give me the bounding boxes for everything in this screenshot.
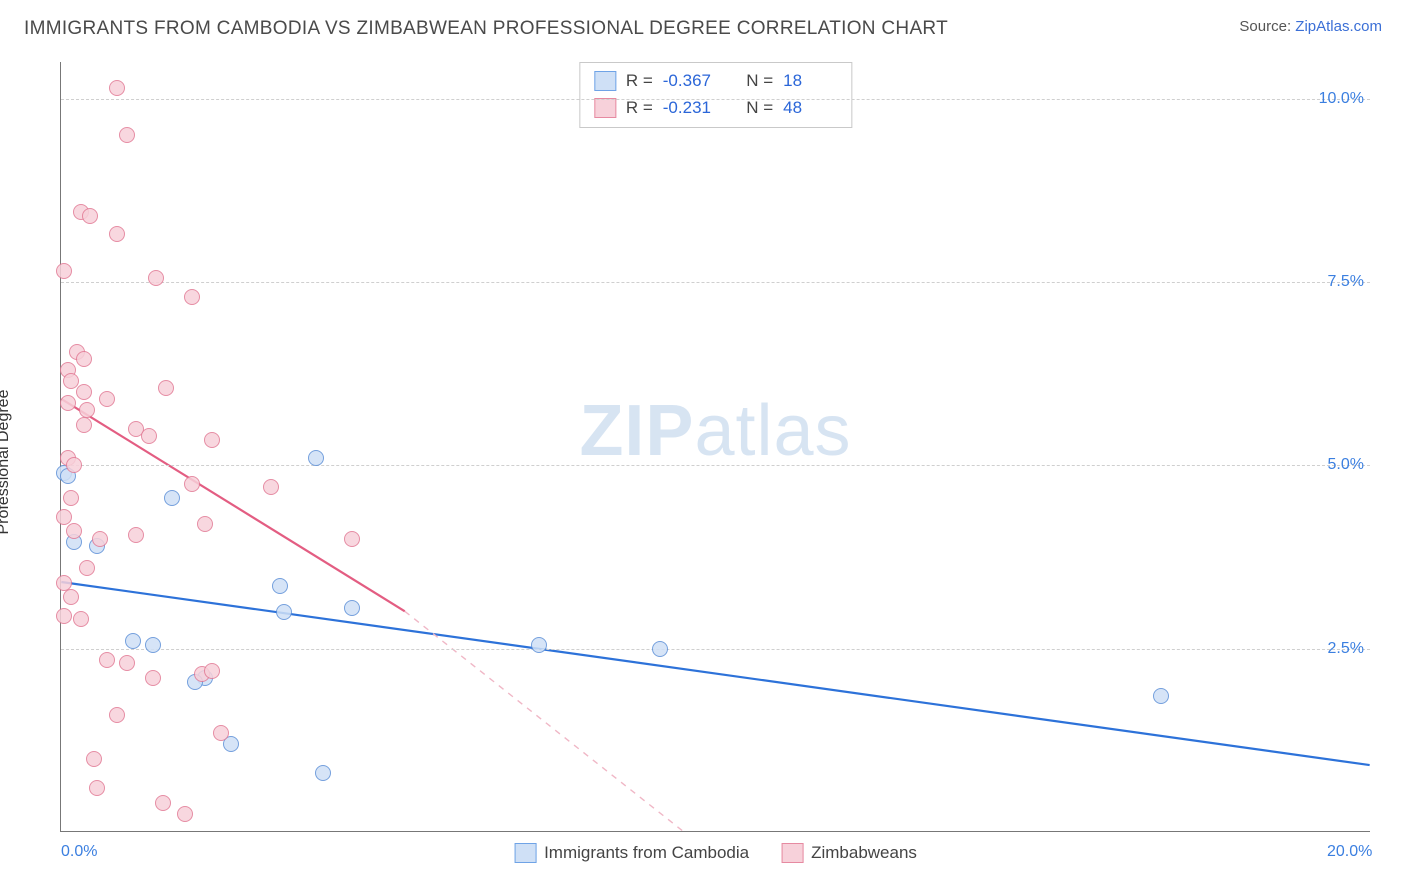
y-axis-label: Professional Degree bbox=[0, 390, 13, 535]
source-attribution: Source: ZipAtlas.com bbox=[1239, 18, 1382, 35]
data-point-zimbabwe bbox=[56, 608, 72, 624]
data-point-cambodia bbox=[308, 450, 324, 466]
legend-swatch bbox=[594, 98, 616, 118]
data-point-cambodia bbox=[1153, 688, 1169, 704]
legend-item: Immigrants from Cambodia bbox=[514, 843, 749, 863]
data-point-zimbabwe bbox=[145, 670, 161, 686]
data-point-zimbabwe bbox=[60, 395, 76, 411]
data-point-zimbabwe bbox=[109, 80, 125, 96]
y-tick-label: 2.5% bbox=[1328, 640, 1364, 658]
data-point-zimbabwe bbox=[119, 655, 135, 671]
gridline bbox=[61, 99, 1370, 100]
data-point-zimbabwe bbox=[89, 780, 105, 796]
data-point-zimbabwe bbox=[82, 208, 98, 224]
r-legend-row: R = -0.367 N = 18 bbox=[594, 67, 837, 94]
data-point-zimbabwe bbox=[184, 289, 200, 305]
x-tick-label: 0.0% bbox=[61, 843, 97, 861]
data-point-cambodia bbox=[164, 490, 180, 506]
gridline bbox=[61, 465, 1370, 466]
data-point-zimbabwe bbox=[155, 795, 171, 811]
data-point-zimbabwe bbox=[148, 270, 164, 286]
correlation-legend: R = -0.367 N = 18R = -0.231 N = 48 bbox=[579, 62, 852, 128]
source-link[interactable]: ZipAtlas.com bbox=[1295, 18, 1382, 35]
data-point-zimbabwe bbox=[197, 516, 213, 532]
y-tick-label: 7.5% bbox=[1328, 273, 1364, 291]
data-point-zimbabwe bbox=[213, 725, 229, 741]
gridline bbox=[61, 282, 1370, 283]
data-point-zimbabwe bbox=[76, 351, 92, 367]
data-point-zimbabwe bbox=[204, 663, 220, 679]
data-point-zimbabwe bbox=[86, 751, 102, 767]
data-point-zimbabwe bbox=[92, 531, 108, 547]
y-tick-label: 10.0% bbox=[1319, 90, 1364, 108]
data-point-zimbabwe bbox=[76, 384, 92, 400]
data-point-zimbabwe bbox=[56, 263, 72, 279]
data-point-zimbabwe bbox=[99, 391, 115, 407]
data-point-zimbabwe bbox=[63, 589, 79, 605]
legend-item: Zimbabweans bbox=[781, 843, 917, 863]
data-point-zimbabwe bbox=[79, 402, 95, 418]
data-point-zimbabwe bbox=[344, 531, 360, 547]
data-point-zimbabwe bbox=[66, 457, 82, 473]
plot-area: ZIPatlas R = -0.367 N = 18R = -0.231 N =… bbox=[60, 62, 1370, 832]
data-point-cambodia bbox=[145, 637, 161, 653]
trend-lines bbox=[61, 62, 1370, 831]
legend-swatch bbox=[514, 843, 536, 863]
data-point-cambodia bbox=[652, 641, 668, 657]
data-point-zimbabwe bbox=[184, 476, 200, 492]
correlation-chart: Professional Degree ZIPatlas R = -0.367 … bbox=[24, 52, 1382, 872]
data-point-zimbabwe bbox=[76, 417, 92, 433]
data-point-zimbabwe bbox=[263, 479, 279, 495]
data-point-zimbabwe bbox=[79, 560, 95, 576]
x-tick-label: 20.0% bbox=[1327, 843, 1372, 861]
data-point-cambodia bbox=[276, 604, 292, 620]
data-point-cambodia bbox=[531, 637, 547, 653]
data-point-zimbabwe bbox=[204, 432, 220, 448]
data-point-zimbabwe bbox=[109, 707, 125, 723]
data-point-zimbabwe bbox=[99, 652, 115, 668]
data-point-zimbabwe bbox=[63, 490, 79, 506]
data-point-cambodia bbox=[125, 633, 141, 649]
data-point-zimbabwe bbox=[66, 523, 82, 539]
data-point-zimbabwe bbox=[56, 575, 72, 591]
source-label: Source: bbox=[1239, 18, 1291, 35]
data-point-cambodia bbox=[272, 578, 288, 594]
data-point-zimbabwe bbox=[158, 380, 174, 396]
data-point-zimbabwe bbox=[73, 611, 89, 627]
data-point-zimbabwe bbox=[128, 527, 144, 543]
series-legend: Immigrants from Cambodia Zimbabweans bbox=[514, 843, 917, 863]
data-point-zimbabwe bbox=[177, 806, 193, 822]
legend-swatch bbox=[781, 843, 803, 863]
data-point-zimbabwe bbox=[109, 226, 125, 242]
data-point-zimbabwe bbox=[119, 127, 135, 143]
chart-title: IMMIGRANTS FROM CAMBODIA VS ZIMBABWEAN P… bbox=[24, 18, 948, 40]
data-point-cambodia bbox=[315, 765, 331, 781]
y-tick-label: 5.0% bbox=[1328, 456, 1364, 474]
data-point-zimbabwe bbox=[56, 509, 72, 525]
data-point-zimbabwe bbox=[141, 428, 157, 444]
data-point-cambodia bbox=[344, 600, 360, 616]
gridline bbox=[61, 649, 1370, 650]
legend-swatch bbox=[594, 71, 616, 91]
